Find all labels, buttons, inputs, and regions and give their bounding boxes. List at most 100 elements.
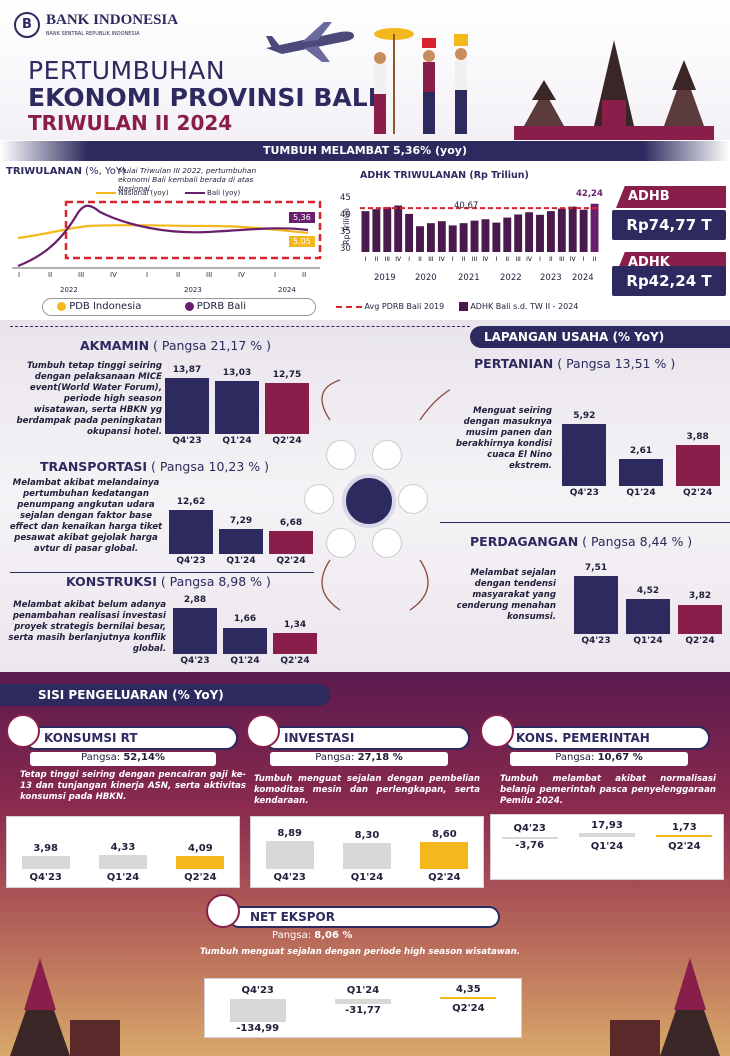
expenditure-bar: [579, 833, 635, 837]
bar-value-label: 1,66: [233, 614, 257, 625]
hub-center-icon: [342, 474, 396, 528]
legend-avg-swatch: [336, 305, 362, 308]
pertanian-name: PERTANIAN: [474, 356, 554, 371]
construction-icon: [326, 528, 356, 558]
org-name: BANK INDONESIA: [46, 12, 179, 28]
bar-value-label: 7,51: [584, 563, 608, 573]
konstruksi-desc: Melambat akibat belum adanya penambahan …: [8, 600, 166, 654]
adhk-bar: [536, 214, 544, 252]
pdb-dot: [57, 301, 66, 311]
bar-category-label: Q2'24: [685, 636, 715, 646]
adhk-quarter-tick: III: [472, 256, 478, 263]
quarterly-title: TRIWULANAN (%, YoY): [6, 166, 126, 177]
quarterly-line-chart: [12, 200, 322, 269]
expenditure-bar: [335, 999, 391, 1005]
quarterly-unit: (%, YoY): [81, 166, 126, 177]
nasional-value-tag: 5,05: [289, 236, 315, 247]
bar-value-label: 12,75: [272, 369, 302, 380]
growth-band: TUMBUH MELAMBAT 5,36% (yoy): [0, 141, 730, 161]
cart-icon: [6, 714, 40, 748]
bar-value-label: 12,62: [176, 497, 206, 507]
adhk-quarter-tick: III: [385, 256, 391, 263]
expenditure-bar: [99, 855, 147, 869]
bar-category-label: Q4'23: [180, 656, 210, 666]
adhk-bar: [579, 209, 588, 252]
adhk-value: Rp42,24 T: [612, 266, 726, 296]
adhb-value: Rp74,77 T: [612, 210, 726, 240]
adhk-year: 2020: [415, 273, 437, 283]
adhk-bar: [481, 219, 490, 252]
pertanian-desc: Menguat seiring dengan masuknya musim pa…: [455, 406, 552, 471]
konstruksi-share: ( Pangsa 8,98 % ): [156, 574, 271, 589]
adhk-bar: [437, 221, 446, 252]
adhk-bar: [557, 208, 566, 252]
konstruksi-chart: 2,88 Q4'23 1,66 Q1'24 1,34 Q2'24: [170, 590, 320, 668]
bali-dancers-illustration: [374, 28, 468, 134]
bar-value-label: 13,87: [172, 365, 202, 375]
sector-bar: [169, 510, 213, 554]
bar-category-label: Q1'24: [590, 841, 624, 852]
title-line-1: PERTUMBUHAN: [28, 56, 226, 85]
sector-bar: [574, 576, 618, 634]
sector-bar: [273, 632, 317, 654]
ytick: 30: [340, 244, 351, 254]
investasi-share-pill: Pangsa: 27,18 %: [270, 752, 448, 766]
tick: I: [274, 271, 277, 279]
adhk-quarter-tick: III: [516, 256, 522, 263]
sector-bar: [223, 627, 267, 654]
pdrb-dot: [184, 301, 194, 311]
adhk-bar: [514, 214, 523, 252]
org-subtitle: BANK SENTRAL REPUBLIK INDONESIA: [46, 31, 140, 37]
line-legend: Nasional (yoy) Bali (yoy): [96, 189, 240, 197]
lapangan-title: LAPANGAN USAHA (% YoY): [470, 326, 730, 348]
perdagangan-title: PERDAGANGAN ( Pangsa 8,44 % ): [470, 534, 692, 549]
konstruksi-title: KONSTRUKSI ( Pangsa 8,98 % ): [66, 574, 271, 589]
investasi-share: 27,18 %: [357, 752, 403, 763]
government-icon: [480, 714, 514, 748]
adhk-yticks: 45 40 35 30: [340, 190, 351, 258]
konsumsi-card: [24, 726, 238, 750]
adhb-label: ADHB: [628, 189, 670, 204]
bar-category-label: Q1'24: [633, 636, 663, 646]
ekspor-share: 8,06 %: [314, 930, 353, 941]
bar-category-label: Q1'24: [106, 872, 140, 883]
pemerintah-card: [504, 726, 710, 750]
bar-value-label: 3,98: [33, 843, 58, 855]
pemerintah-share-label: Pangsa:: [555, 752, 595, 763]
investasi-desc: Tumbuh menguat sejalan dengan pembelian …: [254, 774, 480, 806]
bar-category-label: Q2'24: [276, 556, 306, 566]
adhk-bar: [590, 203, 599, 252]
expenditure-bar: [656, 835, 713, 837]
transportasi-name: TRANSPORTASI: [40, 459, 148, 474]
adhk-quarter-tick: III: [559, 256, 565, 263]
adhk-quarter-tick: III: [428, 256, 434, 263]
konstruksi-name: KONSTRUKSI: [66, 574, 157, 589]
legend-bali-line-swatch: [184, 192, 205, 194]
adhk-quarter-tick: IV: [570, 256, 577, 263]
pengeluaran-title: SISI PENGELUARAN (% YoY): [0, 684, 330, 706]
adhk-quarter-tick: IV: [439, 256, 446, 263]
bar-category-label: Q1'24: [226, 556, 256, 566]
bar-value-label: -31,77: [345, 1005, 381, 1017]
bar-category-label: Q2'24: [280, 656, 310, 666]
adhk-bar: [546, 211, 555, 252]
adhk-bar: [361, 211, 370, 252]
bar-value-label: 3,88: [686, 432, 709, 443]
adhk-quarter-tick: II: [549, 256, 553, 263]
bar-category-label: Q4'23: [29, 872, 62, 883]
bar-value-label: 8,30: [354, 829, 380, 841]
section-divider: [10, 326, 470, 327]
header: B BANK INDONESIA BANK SENTRAL REPUBLIK I…: [0, 0, 730, 140]
adhk-bar: [405, 213, 414, 252]
sector-bar: [619, 458, 663, 486]
konsumsi-share-label: Pangsa:: [81, 752, 121, 763]
bar-category-label: Q2'24: [428, 872, 461, 883]
tick: II: [48, 271, 53, 279]
bar-value-label: 7,29: [229, 515, 253, 526]
building-icon: [326, 440, 356, 470]
investment-icon: [246, 714, 280, 748]
expenditure-bar: [265, 841, 314, 869]
pemerintah-desc: Tumbuh melambat akibat normalisasi belan…: [500, 774, 716, 806]
transportasi-desc: Melambat akibat melandainya pertumbuhan …: [9, 478, 163, 554]
year-label: 2023: [184, 286, 202, 294]
